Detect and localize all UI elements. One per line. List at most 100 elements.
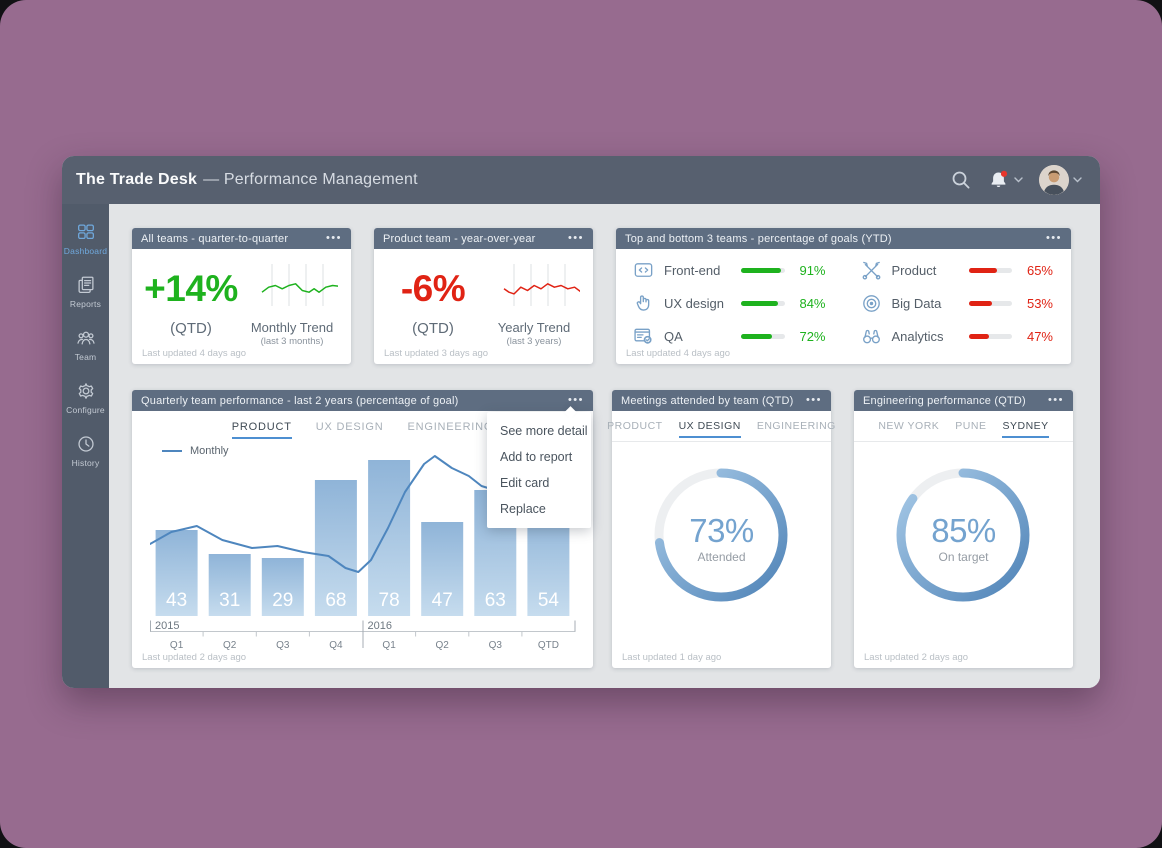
card-title: Engineering performance (QTD) <box>863 394 1026 407</box>
main-content: All teams - quarter-to-quarter +14% (QTD… <box>109 204 1100 688</box>
notifications-button[interactable] <box>988 170 1023 191</box>
menu-item-replace[interactable]: Replace <box>500 502 546 516</box>
app-window: The Trade Desk — Performance Management <box>62 156 1100 688</box>
kpi-period-label: (QTD) <box>412 320 454 337</box>
card-engineering-header: Engineering performance (QTD) <box>854 390 1073 411</box>
sidebar-item-label: Team <box>74 352 97 362</box>
team-name: Product <box>891 262 937 278</box>
tab-pune[interactable]: PUNE <box>955 420 987 432</box>
sidebar-item-team[interactable]: Team <box>62 322 109 367</box>
top-teams-list: Front-end 91% UX design 84% QA 72% <box>616 258 844 348</box>
menu-item-edit-card[interactable]: Edit card <box>500 476 550 490</box>
goal-progress-track <box>741 333 785 339</box>
qa-icon <box>634 328 652 344</box>
pointer-icon <box>636 294 650 311</box>
team-goal-row: Front-end 91% <box>632 258 826 282</box>
team-goal-row: UX design 84% <box>632 291 826 315</box>
goal-progress-fill <box>968 333 989 339</box>
goal-progress-track <box>741 300 785 306</box>
team-name: Front-end <box>664 262 721 278</box>
goal-percentage: 53% <box>1026 295 1053 311</box>
team-name: Big Data <box>891 295 942 311</box>
svg-text:31: 31 <box>219 590 240 611</box>
sidebar-item-reports[interactable]: Reports <box>62 269 109 314</box>
search-button[interactable] <box>950 169 972 191</box>
menu-item-add-to-report[interactable]: Add to report <box>500 450 573 464</box>
last-updated: Last updated 2 days ago <box>142 652 247 663</box>
card-menu-icon[interactable] <box>1046 233 1062 244</box>
card-menu-icon[interactable] <box>1048 395 1064 406</box>
last-updated: Last updated 4 days ago <box>142 348 247 359</box>
account-menu[interactable] <box>1039 165 1082 195</box>
bell-icon <box>991 170 1008 187</box>
quarterly-tabs: PRODUCT UX DESIGN ENGINEERING <box>132 421 593 439</box>
card-meetings-header: Meetings attended by team (QTD) <box>612 390 831 411</box>
svg-text:Q3: Q3 <box>489 640 503 651</box>
svg-text:Q4: Q4 <box>329 640 343 651</box>
tab-new-york[interactable]: NEW YORK <box>878 420 940 432</box>
svg-text:54: 54 <box>538 590 560 611</box>
team-goal-row: Analytics 47% <box>860 324 1053 348</box>
menu-item-see-more-detail[interactable]: See more detail <box>500 424 588 438</box>
goal-percentage: 84% <box>799 295 826 311</box>
dashboard-icon <box>77 224 94 240</box>
card-title: Meetings attended by team (QTD) <box>621 394 794 407</box>
sidebar-item-configure[interactable]: Configure <box>62 375 109 420</box>
tab-product[interactable]: PRODUCT <box>607 420 663 432</box>
goal-percentage: 91% <box>799 262 826 278</box>
titlebar: The Trade Desk — Performance Management <box>62 156 1100 204</box>
trend-subtitle: (last 3 months) <box>260 336 324 347</box>
binoculars-icon <box>862 329 880 343</box>
goal-percentage: 65% <box>1026 262 1053 278</box>
kpi-period-label: (QTD) <box>170 320 212 337</box>
tab-product[interactable]: PRODUCT <box>231 421 292 439</box>
goal-percentage: 47% <box>1026 328 1053 344</box>
meetings-tabs: PRODUCT UX DESIGN ENGINEERING <box>607 420 835 442</box>
svg-text:78: 78 <box>379 590 400 611</box>
team-goal-row: Product 65% <box>860 258 1053 282</box>
card-menu-icon[interactable] <box>326 233 342 244</box>
trend-title: Monthly Trend <box>250 320 334 335</box>
svg-text:47: 47 <box>432 590 453 611</box>
sidebar-item-label: Dashboard <box>63 246 108 256</box>
card-title: Quarterly team performance - last 2 year… <box>141 394 459 407</box>
card-menu-icon[interactable] <box>568 233 584 244</box>
donut-percentage: 73% <box>689 512 754 549</box>
svg-text:Q1: Q1 <box>170 640 184 651</box>
team-icon <box>76 331 95 345</box>
trend-subtitle: (last 3 years) <box>506 336 562 347</box>
card-menu-icon[interactable] <box>806 395 822 406</box>
tab-engineering[interactable]: ENGINEERING <box>407 421 494 433</box>
svg-text:QTD: QTD <box>538 640 559 651</box>
goals-columns: Front-end 91% UX design 84% QA 72% Product 65%… <box>616 258 1071 348</box>
last-updated: Last updated 2 days ago <box>864 652 969 663</box>
card-all-teams-header: All teams - quarter-to-quarter <box>132 228 351 249</box>
donut-percentage: 85% <box>931 512 996 549</box>
card-product-team: Product team - year-over-year -6% (QTD) … <box>374 228 593 364</box>
quarterly-x-axis: 2015 2016 Q1 Q2 Q3 Q4 Q1 Q2 Q3 QTD <box>150 618 576 654</box>
card-menu-icon[interactable] <box>568 395 584 406</box>
sidebar-item-history[interactable]: History <box>62 428 109 473</box>
search-icon <box>952 171 970 189</box>
svg-text:63: 63 <box>485 590 506 611</box>
tab-ux-design[interactable]: UX DESIGN <box>678 420 741 438</box>
sidebar-item-dashboard[interactable]: Dashboard <box>62 216 109 261</box>
goal-progress-track <box>741 267 785 273</box>
last-updated: Last updated 1 day ago <box>622 652 722 663</box>
team-goal-row: QA 72% <box>632 324 826 348</box>
card-meetings-attended: Meetings attended by team (QTD) PRODUCT U… <box>607 390 835 668</box>
goal-progress-fill <box>741 333 773 339</box>
card-quarterly-header: Quarterly team performance - last 2 year… <box>132 390 593 411</box>
meetings-donut-chart <box>641 455 801 615</box>
tab-sydney[interactable]: SYDNEY <box>1002 420 1049 438</box>
last-updated: Last updated 3 days ago <box>384 348 489 359</box>
sidebar-item-label: Configure <box>66 405 105 415</box>
card-title: All teams - quarter-to-quarter <box>141 232 289 245</box>
monthly-trend-sparkline <box>254 264 347 306</box>
tab-engineering[interactable]: ENGINEERING <box>756 420 836 432</box>
donut-caption: Attended <box>697 550 746 564</box>
team-name: UX design <box>664 295 724 311</box>
svg-text:68: 68 <box>325 590 346 611</box>
tab-ux-design[interactable]: UX DESIGN <box>315 421 384 433</box>
kpi-value: +14% <box>144 268 238 309</box>
